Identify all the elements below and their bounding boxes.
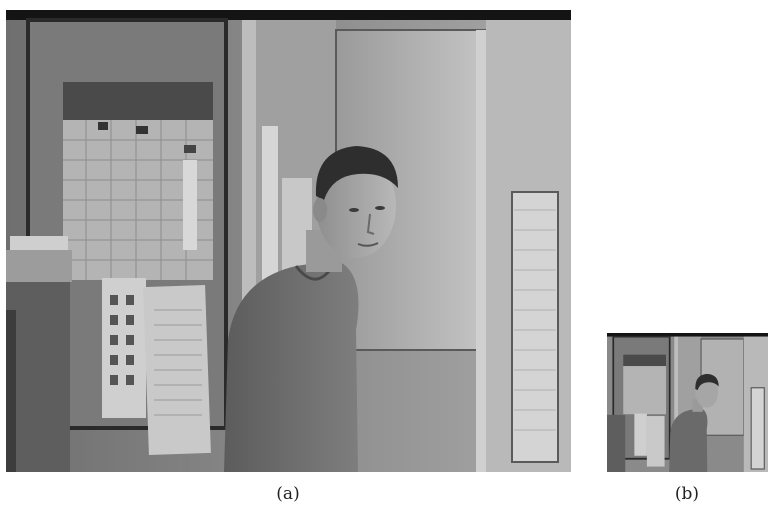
office-photo-small bbox=[607, 333, 768, 472]
office-photo-large bbox=[6, 10, 571, 472]
caption-panel-a: (a) bbox=[276, 484, 300, 504]
caption-panel-b: (b) bbox=[674, 484, 700, 504]
photo-panel-a bbox=[6, 10, 571, 472]
photo-panel-b bbox=[607, 333, 768, 472]
